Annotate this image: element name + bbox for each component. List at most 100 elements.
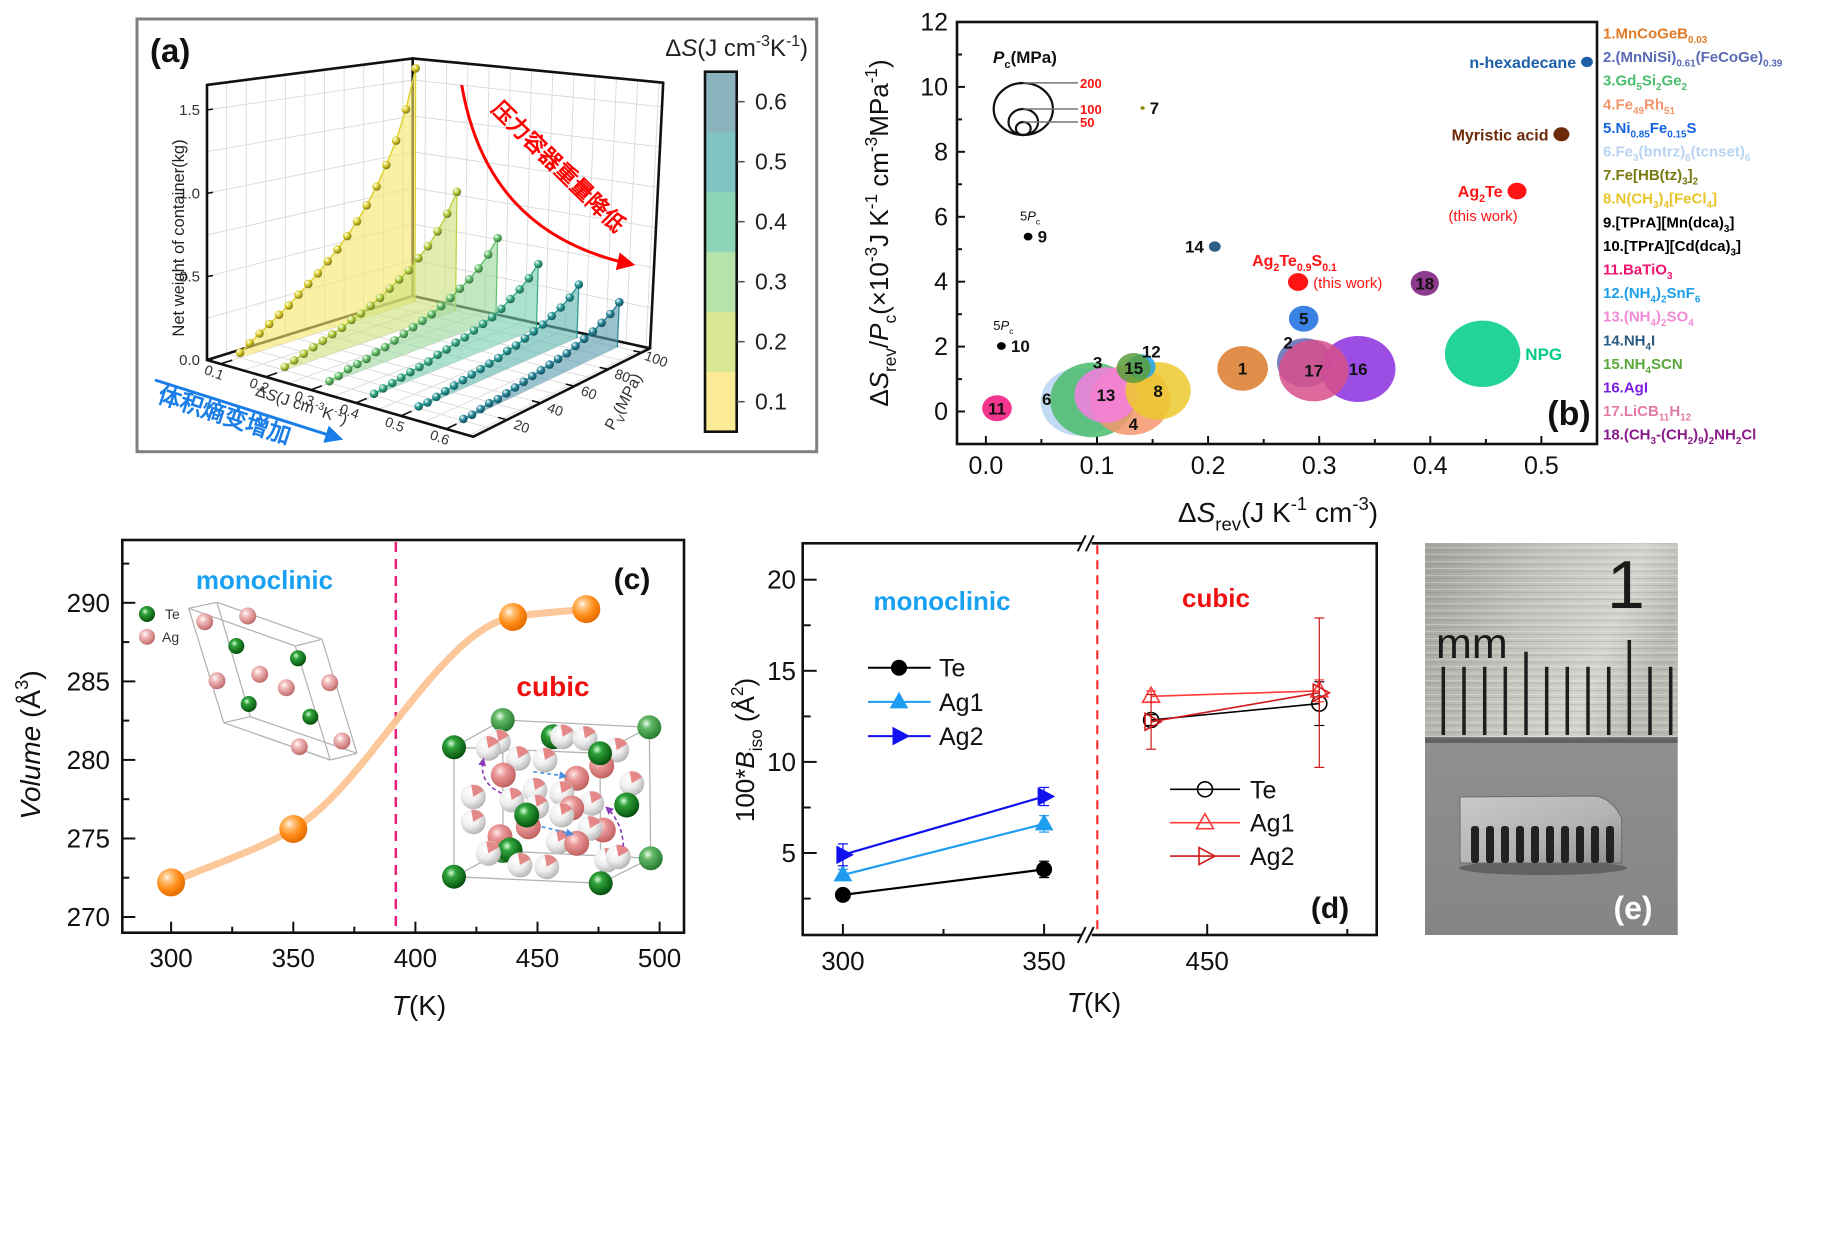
migration-arrow: [533, 770, 568, 780]
data-point: [467, 370, 477, 379]
data-point: [390, 336, 399, 345]
z-tick: [206, 191, 214, 195]
bubble-label: 6: [1042, 390, 1051, 409]
te-atom: [240, 696, 257, 712]
legend-entry: 10.[TPrA][Cd(dca)3]: [1603, 238, 1741, 259]
bubble-label: 17: [1304, 362, 1323, 381]
data-point: [572, 595, 601, 624]
bubble-13: [1074, 367, 1138, 423]
data-point: [380, 342, 390, 352]
data-point: [455, 284, 465, 294]
y-axis-title: ΔSrev/Pc(×10-3J K-1 cm-3MPa-1): [861, 59, 900, 406]
y-tick-label: 275: [67, 824, 110, 854]
series-line: [842, 795, 1045, 856]
data-point: [427, 309, 437, 319]
y-tick-label: 6: [934, 203, 948, 231]
frame-edge: [648, 81, 665, 350]
unit-cell-edge: [330, 752, 358, 761]
monoclinic-label: monoclinic: [196, 565, 333, 595]
colorbar-tick-label: 0.3: [755, 269, 787, 295]
legend-marker: [892, 726, 911, 746]
bubble-17: [1278, 339, 1349, 402]
grid-line: [355, 324, 546, 404]
ag-occupancy-wedge: [559, 803, 573, 815]
y-tick-label: 15: [767, 656, 796, 686]
size-note: 5Pc: [1020, 209, 1041, 227]
x-axis-line: [205, 358, 475, 439]
ticks: [957, 21, 1598, 444]
data-point: [387, 378, 397, 388]
series-dS-0.1: [235, 64, 421, 358]
colorbar-outline: [703, 70, 739, 433]
bubble-18: [1410, 270, 1439, 296]
panel-a-3d-chart: 0.0 0.5 1.0 1.5 0.1 0.2 0.3 0.4 0.5 0.6 20 40 60 80 10…: [179, 57, 670, 448]
grid-line: [206, 151, 413, 194]
te-atom: [588, 871, 613, 896]
legend-entry: 12.(NH4)2SnF6: [1603, 285, 1701, 306]
data-point: [588, 327, 598, 336]
legend-te-label: Te: [165, 606, 180, 622]
data-point: [615, 297, 624, 307]
data-point: [334, 371, 343, 381]
legend-entry: 17.LiCB11H12: [1603, 403, 1692, 424]
series-edge: [576, 284, 580, 339]
z-tick-label: 0.0: [179, 352, 200, 369]
x-tick-label: 0.2: [1191, 452, 1226, 480]
x-tick: [310, 384, 323, 391]
ag-atom: [239, 607, 257, 625]
x-tick-label: 400: [394, 943, 437, 973]
data-point: [483, 250, 493, 259]
x-tick: [355, 397, 368, 404]
legend-monoclinic: Te Ag1 Ag2: [868, 655, 983, 751]
series-dS-0.3: [325, 233, 502, 386]
colorbar-tick-label: 0.2: [755, 329, 787, 355]
y-axis-title: Volume (Å3): [11, 670, 46, 819]
bubble-label: 7: [1150, 99, 1159, 118]
x-tick-label: 0.5: [383, 413, 407, 435]
data-point: [565, 293, 574, 302]
data-point: [579, 334, 589, 344]
ag-occupancy-wedge: [486, 841, 499, 854]
colorbar-band: [705, 131, 737, 193]
data-point: [1312, 682, 1332, 703]
panel-c-volume-chart: 300 350 400 450 500 270 275 280 285 290: [67, 538, 686, 973]
te-atom: [637, 715, 662, 740]
data-point: [562, 349, 572, 358]
legend-entry: 3.Gd5Si2Ge2: [1603, 73, 1688, 94]
z-tick-label: 0.5: [179, 269, 200, 286]
x-tick-label: 350: [272, 943, 315, 973]
data-point: [506, 294, 515, 304]
grid-line: [412, 79, 663, 108]
series-curtain: [284, 191, 457, 371]
data-point: [371, 347, 381, 357]
data-point: [442, 345, 451, 354]
series-dS-0.5: [414, 280, 584, 411]
y-tick-label: 8: [934, 138, 948, 166]
comb-slot: [1576, 826, 1584, 863]
grid-line: [585, 76, 596, 335]
legend-entry: 15.NH4SCN: [1603, 356, 1683, 377]
ag-occupancy-wedge: [616, 844, 629, 857]
legend-label: Ag1: [939, 689, 983, 717]
ag-occupancy-wedge: [516, 746, 529, 759]
data-point: [545, 360, 554, 369]
grid-line: [645, 82, 660, 348]
bubble-label: 5: [1299, 310, 1308, 329]
data-point: [372, 182, 381, 191]
data-point: [235, 348, 245, 358]
bubble-7: [1140, 106, 1145, 110]
data-point: [606, 309, 615, 319]
data-point: [313, 269, 323, 278]
legend-te-marker: [139, 606, 155, 622]
comb-slot: [1501, 826, 1509, 863]
x-axis-title: T(K): [1067, 987, 1121, 1018]
data-point: [502, 389, 511, 398]
grid-line: [464, 63, 469, 308]
weight-decrease-arrow: [460, 84, 636, 271]
x-tick: [445, 423, 457, 430]
y-tick-label: 2: [934, 333, 948, 361]
series-dS-0.4: [369, 259, 543, 399]
bubble-label: 16: [1349, 360, 1368, 379]
bubble-11: [982, 395, 1012, 422]
unit-cell-edge: [321, 639, 358, 754]
